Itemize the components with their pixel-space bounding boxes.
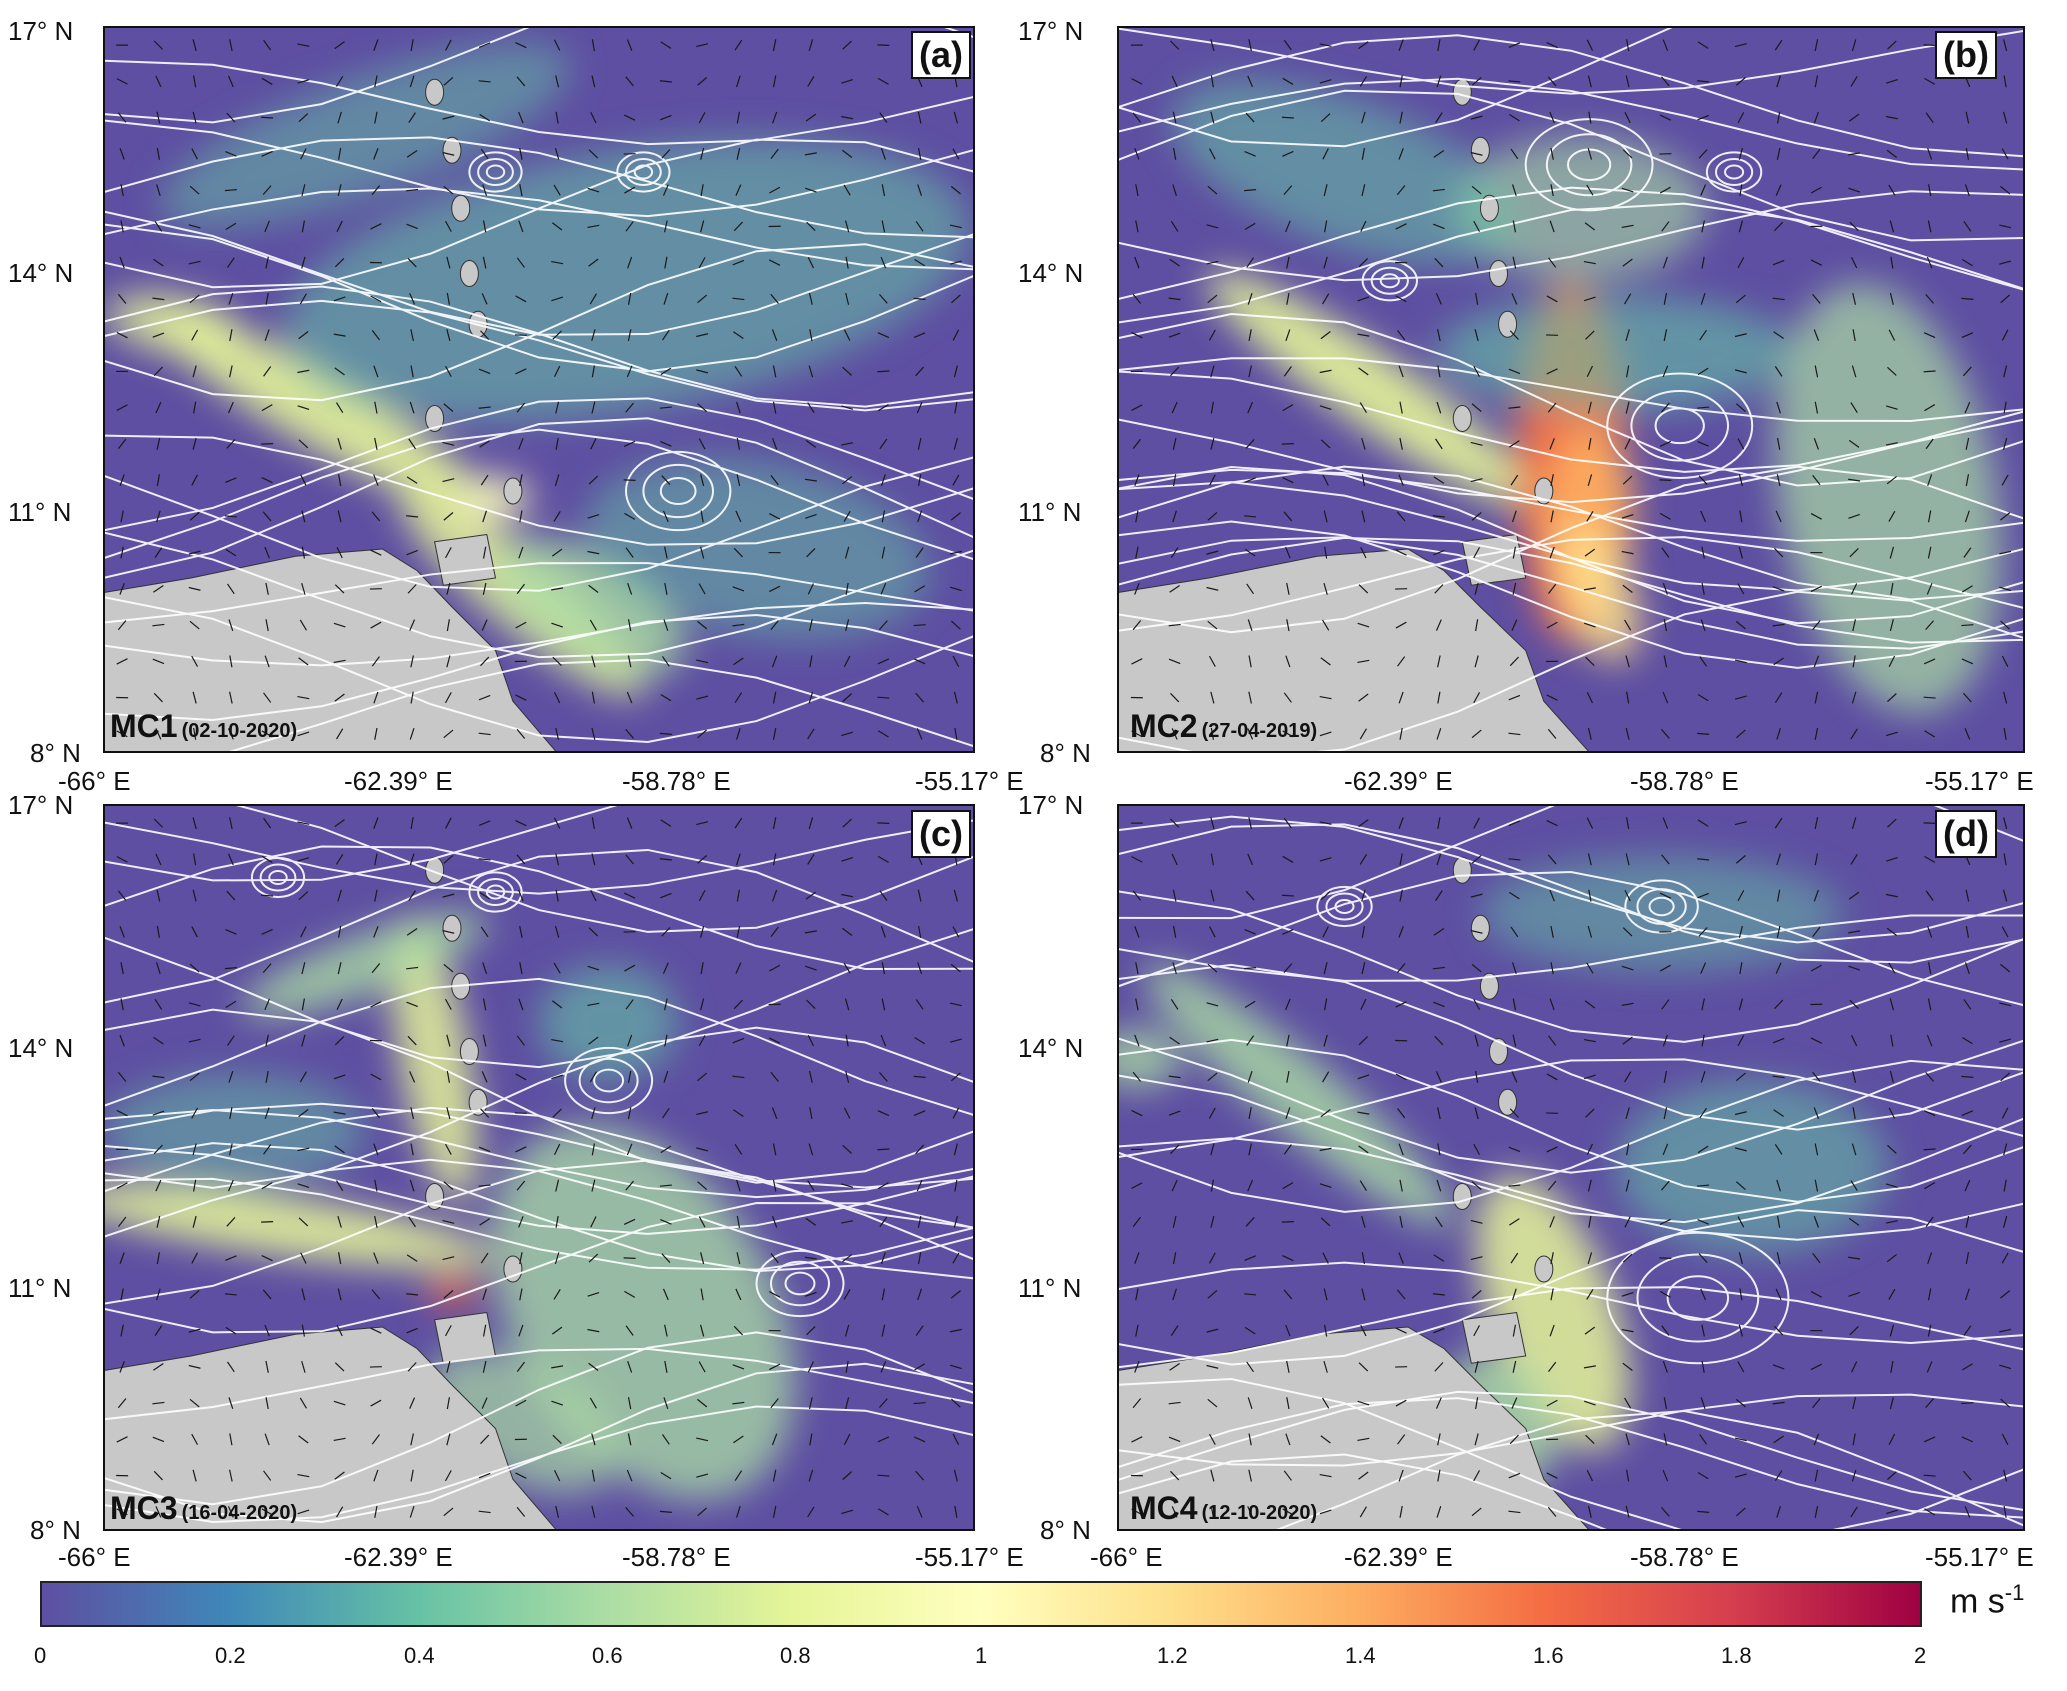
lon-label-c-58: -58.78° E [622, 1542, 731, 1572]
current-map-b [1117, 26, 2025, 753]
lat-label-a-8: 8° N [30, 738, 81, 768]
panel-tag-c: (c) [911, 810, 971, 858]
panel-tag-b: (b) [1935, 31, 1997, 79]
colorbar-tick-5: 1 [975, 1643, 988, 1668]
lat-label-b-8: 8° N [1040, 738, 1091, 768]
lat-label-a-14: 14° N [8, 258, 74, 288]
panel-title-c: MC3 (16-04-2020) [110, 1490, 297, 1527]
event-date-c: (16-04-2020) [181, 1502, 298, 1524]
panel-a: (a) MC1 (02-10-2020) [0, 0, 1030, 790]
lat-label-a-11: 11° N [8, 497, 72, 527]
lon-label-b-58: -58.78° E [1630, 766, 1739, 796]
event-date-a: (02-10-2020) [181, 720, 298, 742]
colorbar-tick-2: 0.4 [404, 1643, 435, 1668]
colorbar-tick-7: 1.4 [1345, 1643, 1376, 1668]
colorbar-unit: m s-1 [1950, 1580, 2024, 1621]
event-date-b: (27-04-2019) [1201, 720, 1318, 742]
lat-label-d-11: 11° N [1018, 1273, 1082, 1303]
lon-label-d-58: -58.78° E [1630, 1542, 1739, 1572]
lon-label-c-62: -62.39° E [344, 1542, 453, 1572]
lat-label-b-11: 11° N [1018, 497, 1082, 527]
panel-title-b: MC2 (27-04-2019) [1130, 708, 1317, 745]
lon-label-c-66: -66° E [58, 1542, 131, 1572]
current-map-a [103, 26, 975, 753]
event-code-d: MC4 [1130, 1490, 1198, 1526]
colorbar [40, 1581, 1922, 1627]
lon-label-d-55: -55.17° E [1925, 1542, 2034, 1572]
lat-label-d-17: 17° N [1018, 790, 1084, 820]
lon-label-b-62: -62.39° E [1344, 766, 1453, 796]
panel-d: (d) MC4 (12-10-2020) [1030, 790, 2067, 1570]
panel-title-d: MC4 (12-10-2020) [1130, 1490, 1317, 1527]
lon-label-a-58: -58.78° E [622, 766, 731, 796]
lon-label-a-66: -66° E [58, 766, 131, 796]
panel-b: (b) MC2 (27-04-2019) [1030, 0, 2067, 790]
colorbar-tick-10: 2 [1914, 1643, 1927, 1668]
panel-c: (c) MC3 (16-04-2020) [0, 790, 1030, 1570]
lat-label-b-14: 14° N [1018, 258, 1084, 288]
lat-label-c-8: 8° N [30, 1515, 81, 1545]
colorbar-tick-9: 1.8 [1721, 1643, 1752, 1668]
lon-label-d-62: -62.39° E [1344, 1542, 1453, 1572]
lat-label-d-14: 14° N [1018, 1033, 1084, 1063]
panel-tag-a: (a) [911, 31, 971, 79]
colorbar-tick-3: 0.6 [592, 1643, 623, 1668]
panel-title-a: MC1 (02-10-2020) [110, 708, 297, 745]
lon-label-d-66: -66° E [1090, 1542, 1163, 1572]
colorbar-tick-4: 0.8 [780, 1643, 811, 1668]
event-code-c: MC3 [110, 1490, 178, 1526]
lat-label-c-17: 17° N [8, 790, 74, 820]
current-map-d [1117, 804, 2025, 1531]
panel-tag-d: (d) [1935, 810, 1997, 858]
lon-label-b-55: -55.17° E [1925, 766, 2034, 796]
lat-label-c-14: 14° N [8, 1033, 74, 1063]
colorbar-tick-8: 1.6 [1533, 1643, 1564, 1668]
lon-label-c-55: -55.17° E [915, 1542, 1024, 1572]
lon-label-a-55: -55.17° E [915, 766, 1024, 796]
event-date-d: (12-10-2020) [1201, 1502, 1318, 1524]
lat-label-a-17: 17° N [8, 16, 74, 46]
event-code-b: MC2 [1130, 708, 1198, 744]
colorbar-tick-6: 1.2 [1157, 1643, 1188, 1668]
colorbar-unit-text: m s [1950, 1582, 2005, 1621]
colorbar-tick-1: 0.2 [215, 1643, 246, 1668]
current-map-c [103, 804, 975, 1531]
lat-label-c-11: 11° N [8, 1273, 72, 1303]
event-code-a: MC1 [110, 708, 178, 744]
colorbar-tick-0: 0 [34, 1643, 47, 1668]
lat-label-d-8: 8° N [1040, 1515, 1091, 1545]
colorbar-unit-exponent: -1 [2004, 1580, 2025, 1605]
lon-label-a-62: -62.39° E [344, 766, 453, 796]
lat-label-b-17: 17° N [1018, 16, 1084, 46]
